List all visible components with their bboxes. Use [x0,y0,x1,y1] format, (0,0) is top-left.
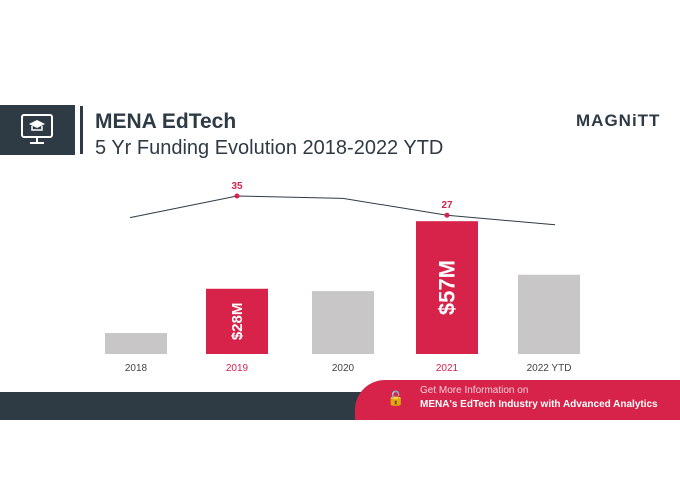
magnitt-logo: MAGNiTT [576,111,661,130]
x-tick-label: 2019 [226,363,249,374]
line-point [234,193,240,199]
bar-2021 [416,221,478,354]
funding-chart: 2018 2019 $28M 2020 2021 $57M 2022 YTD 35 27 [105,181,580,374]
cta-banner[interactable]: 🔓 Get More Information on MENA's EdTech … [355,380,680,420]
deal-count-line [129,195,556,226]
bar-data-label: $28M [229,303,246,341]
bar-data-label: $57M [434,260,459,315]
x-tick-label: 2020 [332,363,355,374]
line-data-label: 35 [231,181,243,192]
line-data-label: 27 [441,200,453,211]
monitor-graduation-cap-icon [21,114,53,144]
x-tick-label: 2022 YTD [527,363,572,374]
x-tick-label: 2018 [125,363,148,374]
cta-line2: MENA's EdTech Industry with Advanced Ana… [420,399,658,410]
page-title: MENA EdTech [95,110,237,133]
line-point [444,212,450,218]
header-divider [80,106,83,154]
header-icon-box [0,105,75,155]
cta-line1: Get More Information on [420,385,529,396]
page-subtitle: 5 Yr Funding Evolution 2018-2022 YTD [95,137,444,159]
lock-icon: 🔓 [387,390,405,406]
bar-2020 [312,291,374,354]
bar-2022 YTD [518,274,580,354]
x-tick-label: 2021 [436,363,459,374]
bar-2019 [206,288,268,354]
bar-2018 [105,333,167,354]
